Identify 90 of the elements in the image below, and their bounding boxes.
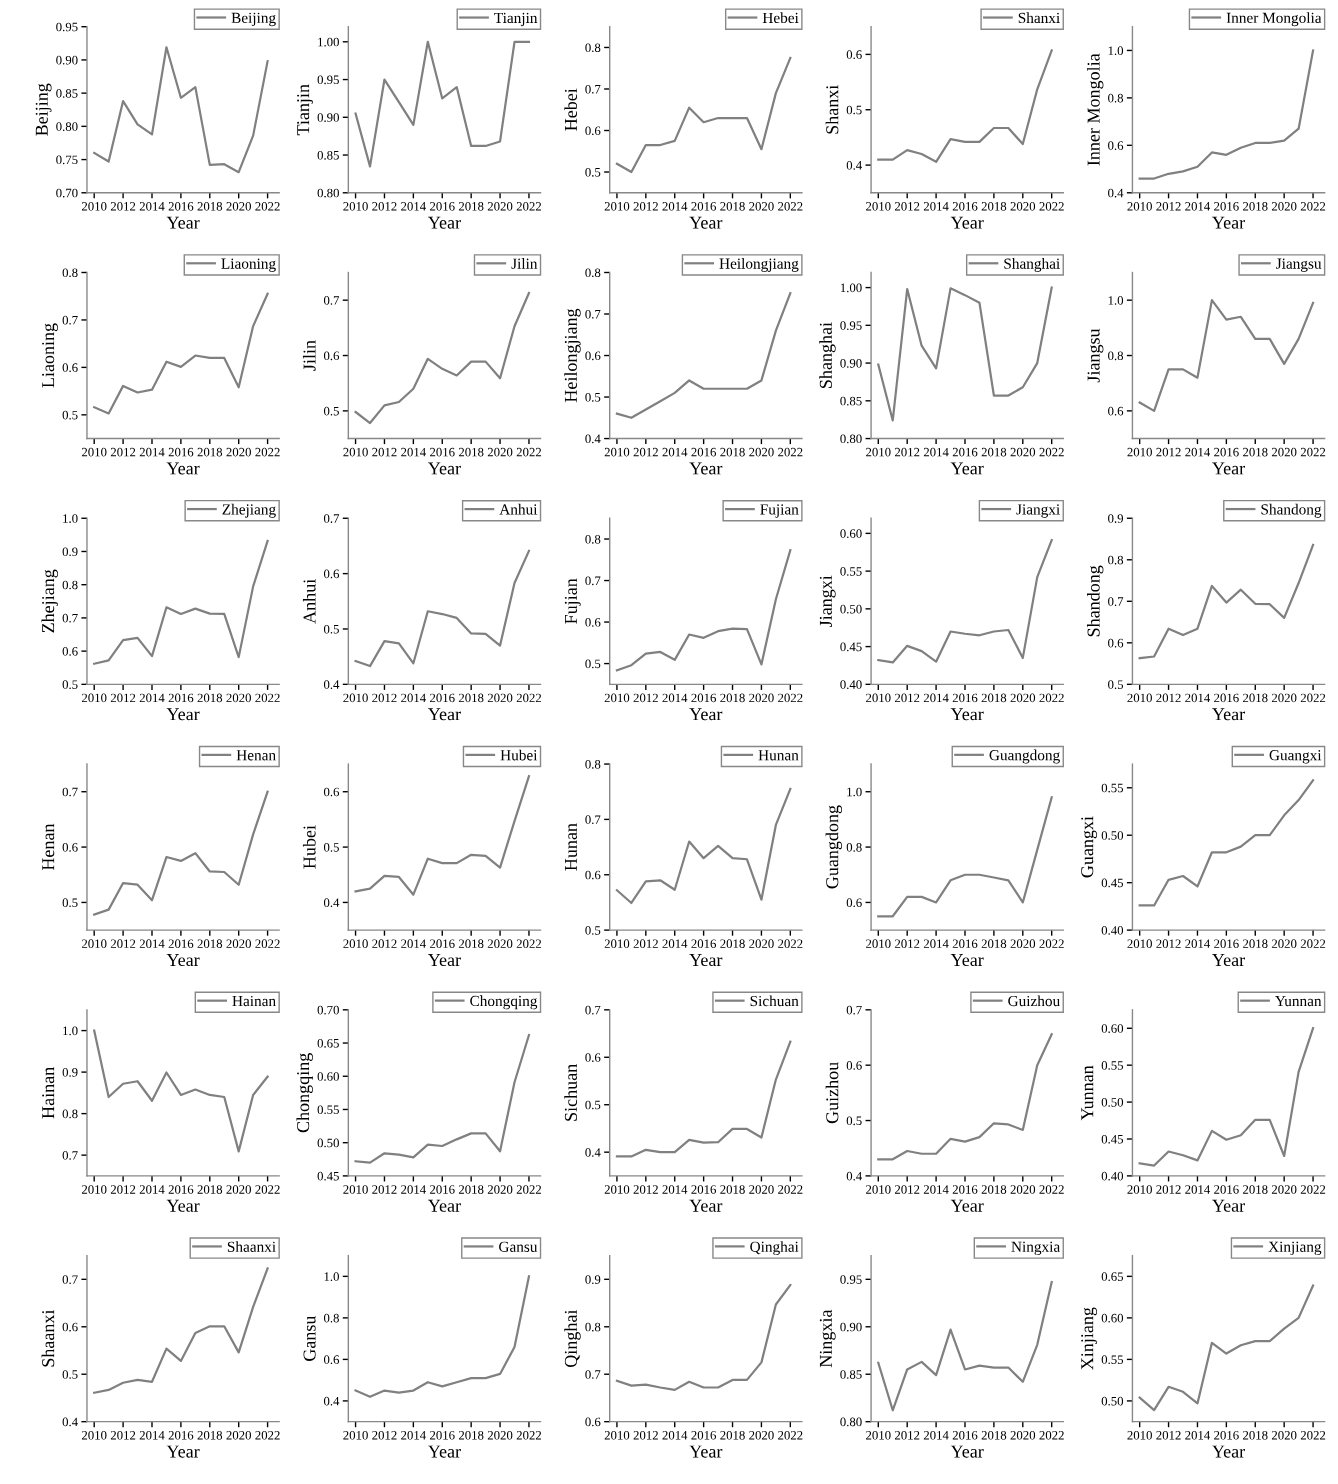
line-series <box>877 1033 1053 1161</box>
x-axis-title: Year <box>427 708 461 721</box>
line-series <box>1138 543 1315 660</box>
x-axis-title: Year <box>689 1199 723 1212</box>
line-series <box>877 286 1053 422</box>
x-axis-title: Year <box>689 462 723 475</box>
line-series <box>93 539 269 665</box>
line-series <box>354 1275 531 1398</box>
line-series <box>877 796 1053 918</box>
line-series <box>1138 1027 1315 1167</box>
y-axis-title: Heilongjiang <box>564 308 581 403</box>
y-axis-title: Tianjin <box>297 84 313 136</box>
y-axis-title: Jilin <box>302 340 316 371</box>
x-axis-title: Year <box>427 1445 461 1458</box>
y-axis-title: Hubei <box>302 825 316 869</box>
x-axis-title: Year <box>950 954 984 967</box>
x-axis-title: Year <box>950 1445 984 1458</box>
y-axis-title: Xinjiang <box>1081 1307 1098 1370</box>
line-series <box>615 787 792 905</box>
x-axis-title: Year <box>166 1199 200 1212</box>
line-series <box>877 539 1053 664</box>
x-axis-title: Year <box>950 462 984 475</box>
y-axis-title: Shanghai <box>819 322 836 388</box>
line-series <box>93 1267 269 1394</box>
x-axis-title: Year <box>166 708 200 721</box>
y-axis-title: Shanxi <box>825 85 839 134</box>
x-axis-title: Year <box>1212 216 1246 229</box>
x-axis-title: Year <box>166 1445 200 1458</box>
line-series <box>354 40 531 168</box>
line-series <box>877 1281 1053 1412</box>
line-series <box>1138 1284 1315 1412</box>
x-axis-title: Year <box>689 1445 723 1458</box>
y-axis-title: Hebei <box>564 88 578 131</box>
y-axis-title: Guangxi <box>1081 816 1098 878</box>
x-axis-title: Year <box>1212 462 1246 475</box>
line-series <box>93 46 269 174</box>
y-axis-title: Qinghai <box>564 1309 581 1367</box>
line-series <box>615 56 792 174</box>
line-series <box>93 1029 269 1153</box>
line-series <box>354 775 531 896</box>
line-series <box>615 1283 792 1391</box>
x-axis-title: Year <box>1212 708 1246 721</box>
y-axis-title: Yunnan <box>1081 1065 1094 1121</box>
x-axis-title: Year <box>427 954 461 967</box>
x-axis-title: Year <box>166 462 200 475</box>
y-axis-title: Gansu <box>303 1315 316 1361</box>
y-axis-title: Shandong <box>1086 565 1104 637</box>
y-axis-title: Henan <box>42 823 55 871</box>
x-axis-title: Year <box>1212 954 1246 967</box>
line-series <box>1138 299 1315 412</box>
line-series <box>354 1033 531 1164</box>
y-axis-title: Ningxia <box>819 1309 836 1368</box>
y-axis-title: Jiangsu <box>1087 328 1104 383</box>
y-axis-title: Liaoning <box>42 323 58 388</box>
x-axis-title: Year <box>950 708 984 721</box>
line-series <box>877 49 1053 163</box>
x-axis-title: Year <box>689 954 723 967</box>
y-axis-title: Jiangxi <box>819 575 836 627</box>
y-axis-title: Guizhou <box>825 1062 839 1124</box>
y-axis-title: Chongqing <box>296 1053 313 1133</box>
x-axis-title: Year <box>427 216 461 229</box>
x-axis-title: Year <box>950 1199 984 1212</box>
y-axis-title: Guangdong <box>825 805 843 889</box>
line-series <box>615 1040 792 1158</box>
x-axis-title: Year <box>427 462 461 475</box>
line-series <box>615 292 792 419</box>
line-series <box>1138 779 1315 907</box>
line-series <box>93 790 269 916</box>
x-axis-title: Year <box>1212 1199 1246 1212</box>
y-axis-title: Hainan <box>42 1067 55 1119</box>
line-series <box>354 291 531 425</box>
x-axis-title: Year <box>166 954 200 967</box>
line-series <box>615 549 792 672</box>
y-axis-title: Beijing <box>35 83 52 136</box>
line-series <box>93 292 269 415</box>
x-axis-title: Year <box>689 216 723 229</box>
y-axis-title: Hunan <box>565 823 578 871</box>
x-axis-title: Year <box>1212 1445 1246 1458</box>
line-series <box>1138 49 1315 180</box>
y-axis-title: Fujian <box>564 578 581 624</box>
x-axis-title: Year <box>166 216 200 229</box>
line-series <box>354 549 531 668</box>
x-axis-title: Year <box>427 1199 461 1212</box>
y-axis-title: Inner Mongolia <box>1086 53 1104 166</box>
y-axis-title: Anhui <box>302 579 316 624</box>
y-axis-title: Zhejiang <box>41 569 58 633</box>
y-axis-title: Shaanxi <box>41 1309 55 1367</box>
x-axis-title: Year <box>950 216 984 229</box>
x-axis-title: Year <box>689 708 723 721</box>
y-axis-title: Sichuan <box>564 1064 578 1121</box>
